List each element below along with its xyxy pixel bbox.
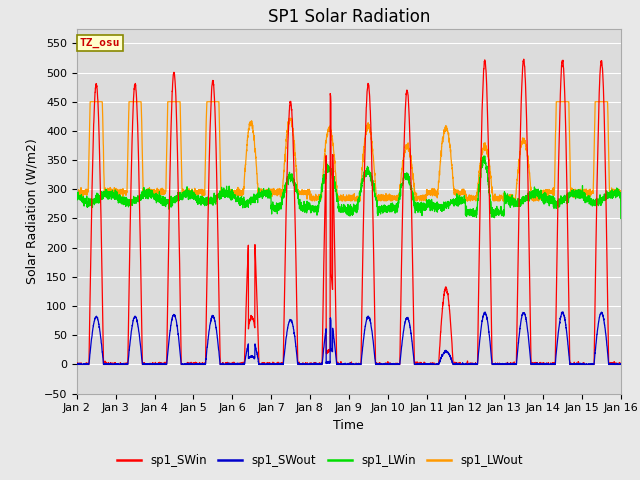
Title: SP1 Solar Radiation: SP1 Solar Radiation (268, 8, 430, 26)
Legend: sp1_SWin, sp1_SWout, sp1_LWin, sp1_LWout: sp1_SWin, sp1_SWout, sp1_LWin, sp1_LWout (112, 449, 528, 472)
Y-axis label: Solar Radiation (W/m2): Solar Radiation (W/m2) (25, 138, 38, 284)
X-axis label: Time: Time (333, 419, 364, 432)
Text: TZ_osu: TZ_osu (79, 38, 120, 48)
